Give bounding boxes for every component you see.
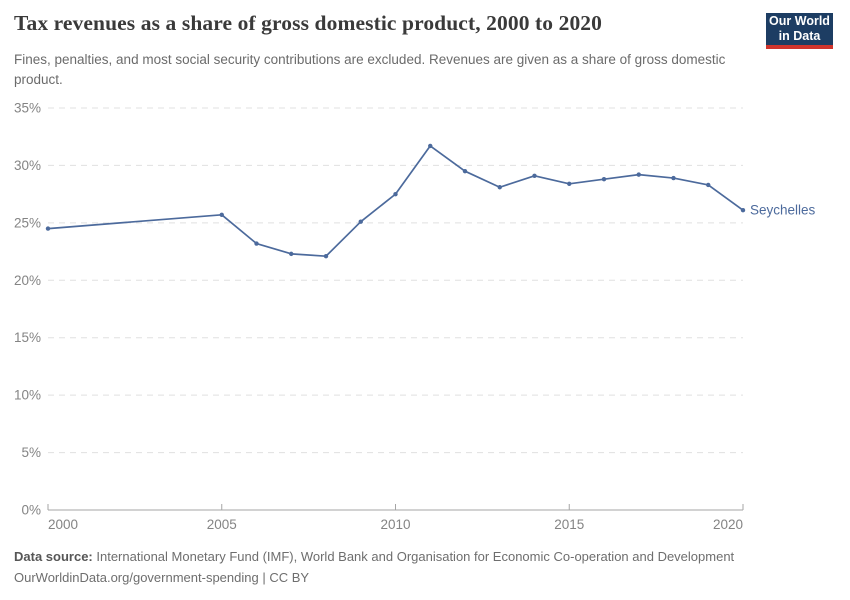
series-label: Seychelles — [750, 203, 816, 218]
data-point-marker — [671, 175, 676, 181]
data-point-marker — [323, 253, 329, 259]
data-point-marker — [601, 177, 607, 182]
series-line-seychelles — [47, 145, 744, 258]
y-axis-tick-label: 0% — [21, 503, 41, 518]
x-axis-tick-label: 2015 — [554, 517, 584, 532]
y-axis-tick-label: 30% — [14, 158, 41, 173]
data-source-label: Data source: — [14, 549, 93, 564]
y-axis-tick-label: 10% — [14, 388, 41, 403]
y-axis-tick-label: 15% — [14, 330, 41, 345]
y-axis-tick-label: 25% — [14, 215, 41, 230]
data-point-marker — [740, 208, 746, 213]
data-point-marker — [532, 173, 537, 178]
x-axis-tick-label: 2005 — [207, 517, 237, 532]
data-point-marker — [45, 226, 51, 231]
data-source-text: International Monetary Fund (IMF), World… — [92, 549, 735, 564]
data-point-marker — [497, 185, 502, 190]
x-axis-tick-label: 2010 — [380, 517, 410, 532]
owid-logo-line1: Our World — [769, 14, 830, 28]
data-source-line: Data source: International Monetary Fund… — [14, 546, 834, 567]
owid-logo: Our World in Data — [766, 13, 833, 49]
data-point-marker — [393, 191, 398, 197]
data-point-marker — [358, 219, 363, 224]
data-point-marker — [254, 241, 259, 246]
license-line: OurWorldinData.org/government-spending |… — [14, 570, 310, 586]
chart-subtitle: Fines, penalties, and most social securi… — [14, 52, 726, 88]
page-title: Tax revenues as a share of gross domesti… — [14, 11, 603, 35]
data-point-marker — [428, 143, 433, 149]
chart-footer: Data source: International Monetary Fund… — [14, 546, 834, 588]
data-point-marker — [462, 168, 468, 174]
data-point-marker — [567, 181, 572, 187]
data-point-marker — [289, 251, 294, 257]
y-axis-tick-label: 20% — [14, 273, 41, 288]
data-point-marker — [636, 172, 641, 177]
y-axis-tick-label: 35% — [14, 101, 41, 116]
x-axis-tick-label: 2020 — [713, 517, 743, 532]
y-axis-tick-label: 5% — [21, 445, 41, 460]
x-axis-tick-label: 2000 — [48, 517, 78, 532]
owid-logo-line2: in Data — [778, 29, 821, 43]
data-point-marker — [706, 182, 711, 188]
data-point-marker — [219, 212, 224, 218]
